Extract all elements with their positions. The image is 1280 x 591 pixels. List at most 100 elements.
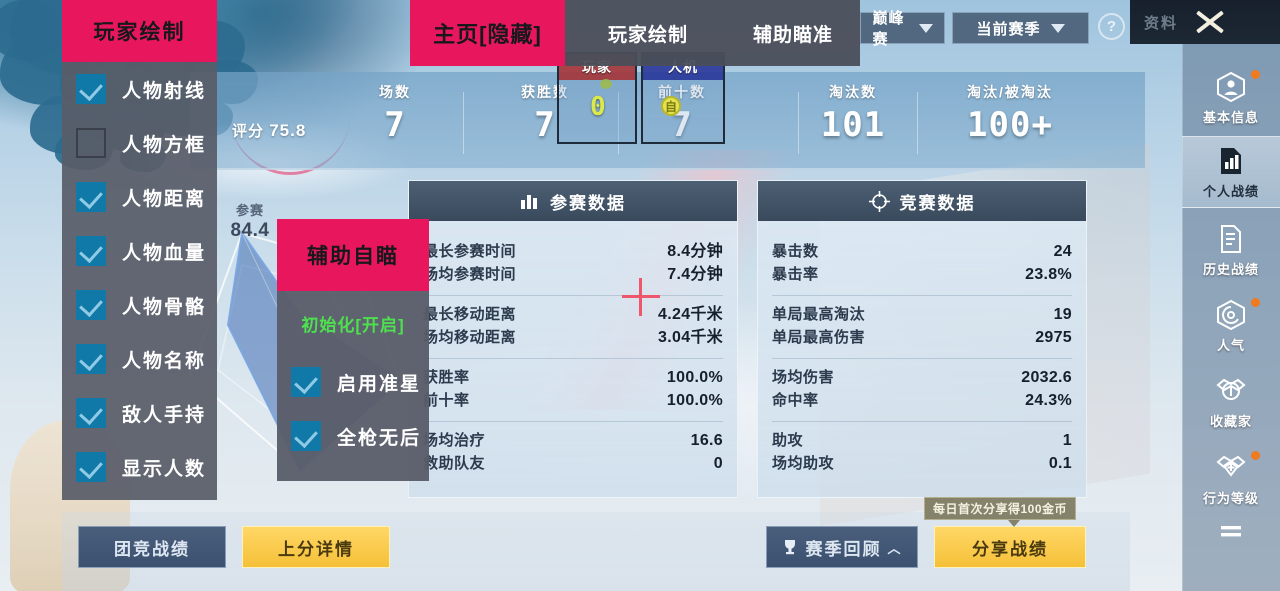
stat-key: 场均移动距离	[423, 329, 517, 346]
stat-row: 暴击率 23.8%	[772, 263, 1072, 286]
checkbox-icon[interactable]	[76, 398, 106, 428]
team-match-record-button[interactable]: 团竞战绩	[78, 526, 226, 568]
overlay-aimbot-panel: 辅助自瞄 初始化[开启] 启用准星 全枪无后	[277, 219, 429, 481]
rank-details-label: 上分详情	[278, 539, 354, 559]
sidebar-item-popularity[interactable]: 人气	[1182, 290, 1280, 362]
overlay-option-row[interactable]: 全枪无后	[277, 409, 429, 463]
overlay-option-row[interactable]: 显示人数	[62, 440, 217, 494]
checkbox-icon[interactable]	[291, 421, 321, 451]
sidebar-item-collector[interactable]: 收藏家	[1182, 366, 1280, 438]
overlay-tab-aim-assist[interactable]: 辅助瞄准	[752, 24, 833, 46]
checkbox-icon[interactable]	[76, 128, 106, 158]
stat-row: 助攻 1	[772, 429, 1072, 452]
overlay-option-row[interactable]: 敌人手持	[62, 386, 217, 440]
competition-data-panel-header: 竞赛数据	[758, 181, 1086, 221]
overlay-tab-player-draw[interactable]: 玩家绘制	[607, 24, 688, 46]
stat-val: 0.1	[1048, 455, 1072, 472]
overlay-option-row[interactable]: 人物血量	[62, 224, 217, 278]
stat-val: 19	[1053, 306, 1072, 323]
stat-row: 最长移动距离 4.24千米	[423, 303, 723, 326]
sidebar-item-label: 历史战绩	[1202, 261, 1259, 277]
checkbox-icon[interactable]	[76, 290, 106, 320]
stat-key: 前十率	[423, 392, 470, 409]
stat-val: 23.8%	[1025, 266, 1072, 283]
match-data-panel-body: 最长参赛时间 8.4分钟 场均参赛时间 7.4分钟 最长移动距离 4.24千米 …	[409, 221, 737, 484]
share-record-button[interactable]: 分享战绩	[934, 526, 1086, 568]
stat-key: 场均治疗	[423, 432, 486, 449]
overlay-option-label: 人物血量	[122, 242, 207, 264]
checkbox-icon[interactable]	[76, 452, 106, 482]
player-score: 评分 75.8	[232, 120, 306, 141]
pink-arc-decor	[230, 105, 350, 175]
sidebar-item-personal-record[interactable]: 个人战绩	[1182, 136, 1280, 208]
overlay-tab-home[interactable]: 主页[隐藏]	[410, 0, 565, 66]
stat-kd: 淘汰/被淘汰 100+	[935, 82, 1085, 148]
stat-key: 单局最高淘汰	[772, 306, 866, 323]
stat-group: 单局最高淘汰 19 单局最高伤害 2975	[772, 296, 1072, 359]
stat-key: 助攻	[772, 432, 804, 449]
season-dropdown-label: 当前赛季	[976, 20, 1041, 38]
competition-data-panel-title: 竞赛数据	[899, 193, 976, 213]
stat-divider	[618, 92, 619, 154]
checkbox-icon[interactable]	[76, 182, 106, 212]
overlay-aimbot-status: 初始化[开启]	[301, 315, 405, 335]
help-icon[interactable]: ?	[1098, 13, 1125, 40]
tooltip-arrow-icon	[1008, 520, 1020, 527]
overlay-top-tabbar: 主页[隐藏] 玩家绘制 辅助瞄准	[410, 0, 860, 66]
overlay-option-label: 人物名称	[122, 350, 207, 372]
checkbox-icon[interactable]	[76, 236, 106, 266]
overlay-option-label: 人物距离	[122, 188, 207, 210]
sidebar-item-more[interactable]	[1182, 508, 1280, 554]
target-marker-dot-icon	[600, 79, 612, 89]
checkbox-icon[interactable]	[76, 344, 106, 374]
overlay-option-row[interactable]: 人物射线	[62, 62, 217, 116]
overlay-option-label: 人物射线	[122, 80, 207, 102]
overlay-option-row[interactable]: 人物名称	[62, 332, 217, 386]
overlay-option-row[interactable]: 启用准星	[277, 355, 429, 409]
stat-val: 1	[1062, 432, 1072, 449]
match-data-panel-title: 参赛数据	[550, 193, 626, 213]
stat-val: 8.4分钟	[667, 243, 723, 260]
stat-row: 命中率 24.3%	[772, 389, 1072, 412]
stat-row: 暴击数 24	[772, 240, 1072, 263]
stat-group: 暴击数 24 暴击率 23.8%	[772, 233, 1072, 296]
overlay-option-label: 人物骨骼	[122, 296, 207, 318]
stat-row: 场均参赛时间 7.4分钟	[423, 263, 723, 286]
rank-details-button[interactable]: 上分详情	[242, 526, 390, 568]
close-icon[interactable]	[1192, 5, 1228, 39]
sidebar-item-history-record[interactable]: 历史战绩	[1182, 214, 1280, 286]
checkbox-icon[interactable]	[76, 74, 106, 104]
sidebar-title: 资料	[1144, 14, 1179, 32]
stat-key: 场均参赛时间	[423, 266, 517, 283]
overlay-option-row[interactable]: 人物方框	[62, 116, 217, 170]
sidebar-item-behavior-level[interactable]: 行为等级	[1182, 443, 1280, 515]
stat-val: 3.04千米	[658, 329, 723, 346]
overlay-option-label: 全枪无后	[337, 427, 422, 449]
crosshair-overlay-icon	[622, 278, 660, 316]
season-dropdown[interactable]: 当前赛季	[952, 12, 1089, 44]
mode-dropdown[interactable]: 巅峰赛	[860, 10, 945, 48]
stat-row: 场均治疗 16.6	[423, 429, 723, 452]
stat-matches: 场数 7	[335, 82, 455, 148]
stat-row: 获胜率 100.0%	[423, 366, 723, 389]
popularity-hex-icon	[1215, 299, 1247, 331]
match-data-panel-header: 参赛数据	[409, 181, 737, 221]
competition-data-panel-body: 暴击数 24 暴击率 23.8% 单局最高淘汰 19 单局最高伤害 2975 场…	[758, 221, 1086, 484]
stat-wins: 获胜数 7	[485, 82, 605, 148]
stat-label: 淘汰/被淘汰	[967, 84, 1053, 100]
stat-row: 救助队友 0	[423, 452, 723, 475]
mode-dropdown-label: 巅峰赛	[872, 10, 905, 48]
stat-val: 100.0%	[666, 369, 723, 386]
notification-dot-icon	[1251, 451, 1260, 460]
sidebar-item-label: 个人战绩	[1202, 183, 1259, 199]
report-chart-icon	[1215, 145, 1247, 177]
stat-key: 单局最高伤害	[772, 329, 866, 346]
overlay-option-label: 人物方框	[122, 134, 207, 156]
season-review-button[interactable]: 赛季回顾 ︿	[766, 526, 918, 568]
competition-data-panel: 竞赛数据 暴击数 24 暴击率 23.8% 单局最高淘汰 19 单局最高伤害 2…	[757, 180, 1087, 498]
overlay-aimbot-title: 辅助自瞄	[277, 219, 429, 291]
checkbox-icon[interactable]	[291, 367, 321, 397]
overlay-option-row[interactable]: 人物骨骼	[62, 278, 217, 332]
sidebar-item-basic-info[interactable]: 基本信息	[1182, 62, 1280, 134]
overlay-option-row[interactable]: 人物距离	[62, 170, 217, 224]
